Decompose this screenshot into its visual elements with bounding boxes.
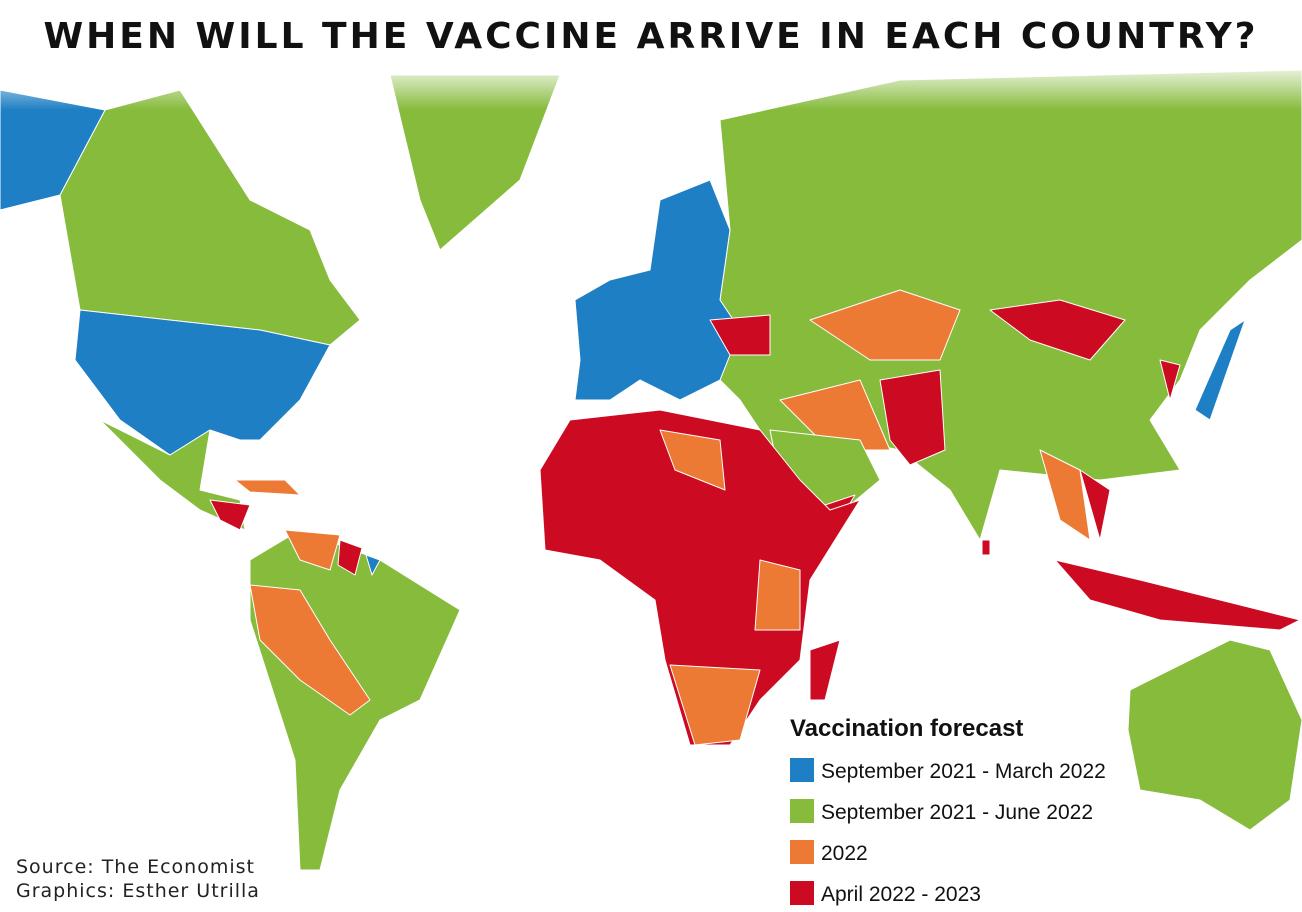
legend-label: 2022: [821, 842, 868, 865]
indonesia: [1054, 559, 1301, 631]
ukraine: [709, 314, 771, 356]
title: WHEN WILL THE VACCINE ARRIVE IN EACH COU…: [43, 16, 1258, 57]
iran: [779, 379, 891, 451]
french-guiana: [365, 554, 381, 576]
east-africa: [754, 559, 801, 631]
sri-lanka: [981, 539, 991, 556]
credit: Graphics: Esther Utrilla: [16, 880, 260, 902]
thailand: [1039, 449, 1091, 541]
mexico: [99, 419, 246, 531]
legend-swatch: [790, 881, 814, 905]
legend-label: September 2021 - March 2022: [821, 760, 1106, 783]
usa: [74, 309, 331, 456]
korea: [1159, 359, 1181, 401]
guyana: [337, 539, 363, 576]
legend-swatch: [790, 758, 814, 782]
caribbean: [234, 479, 301, 496]
southern-africa: [669, 664, 761, 746]
europe: [574, 179, 741, 401]
central-america: [209, 499, 251, 531]
legend-swatch: [790, 840, 814, 864]
madagascar: [809, 639, 841, 701]
andes: [249, 584, 371, 716]
vietnam: [1079, 469, 1111, 541]
australia: [1127, 639, 1302, 831]
kazakhstan: [809, 289, 961, 361]
africa: [539, 409, 861, 746]
libya: [659, 429, 726, 491]
afghanistan-pakistan: [879, 369, 946, 466]
venezuela: [284, 529, 341, 571]
canada: [59, 89, 361, 346]
mongolia: [989, 299, 1126, 361]
legend: September 2021 - March 2022 September 202…: [790, 758, 1106, 906]
source: Source: The Economist: [16, 856, 255, 878]
legend-swatch: [790, 799, 814, 823]
top-fade: [0, 60, 1302, 110]
legend-title: Vaccination forecast: [790, 715, 1023, 742]
japan: [1194, 319, 1246, 421]
legend-label: April 2022 - 2023: [821, 883, 981, 906]
legend-label: September 2021 - June 2022: [821, 801, 1093, 824]
countries: [0, 69, 1302, 871]
